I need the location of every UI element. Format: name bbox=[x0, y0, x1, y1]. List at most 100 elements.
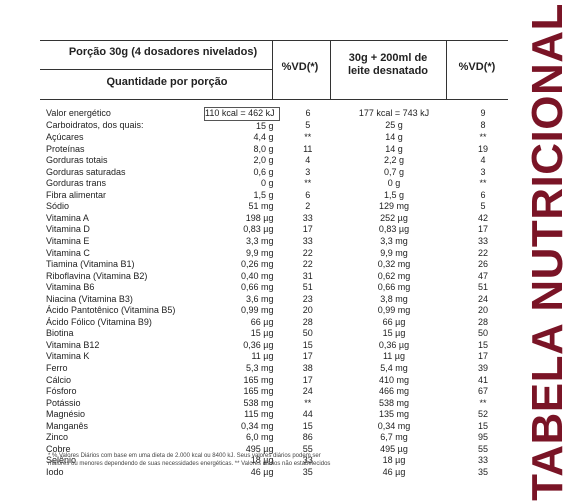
vertical-title: TABELA NUTRICIONAL bbox=[508, 3, 588, 501]
portion-daily-value: 51 bbox=[302, 282, 313, 293]
portion-value: 5,3 mg bbox=[245, 363, 274, 374]
portion-value: 0,36 µg bbox=[243, 339, 274, 350]
milk-daily-value: 24 bbox=[477, 293, 488, 304]
portion-value: 0 g bbox=[260, 178, 274, 189]
nutrient-name: Gorduras saturadas bbox=[46, 166, 126, 177]
portion-value: 3,6 mg bbox=[245, 293, 274, 304]
nutrient-row: Vitamina K 11 µg 17 11 µg 17 bbox=[40, 351, 514, 363]
milk-daily-value: 20 bbox=[477, 305, 488, 316]
milk-daily-value: 55 bbox=[477, 443, 488, 454]
nutrient-name: Fibra alimentar bbox=[46, 189, 107, 200]
portion-daily-value: 28 bbox=[302, 316, 313, 327]
portion-daily-value: 35 bbox=[302, 466, 313, 477]
milk-daily-value: 19 bbox=[477, 143, 488, 154]
portion-daily-value: 11 bbox=[303, 143, 313, 154]
portion-value: 2,0 g bbox=[253, 155, 274, 166]
milk-value: 14 g bbox=[385, 143, 403, 154]
portion-value: 15 g bbox=[255, 120, 274, 131]
portion-value: 115 mg bbox=[244, 409, 274, 420]
milk-daily-value: 41 bbox=[477, 374, 488, 385]
milk-value: 495 µg bbox=[380, 443, 408, 454]
nutrient-row: Niacina (Vitamina B3) 3,6 mg 23 3,8 mg 24 bbox=[40, 294, 514, 306]
milk-value: 0,99 mg bbox=[377, 305, 411, 316]
portion-daily-value: 31 bbox=[302, 270, 313, 281]
nutrient-name: Vitamina B12 bbox=[46, 339, 100, 350]
milk-daily-value: 15 bbox=[477, 420, 488, 431]
column-divider bbox=[446, 41, 447, 99]
nutrient-row: Proteínas 8,0 g 11 14 g 19 bbox=[40, 144, 514, 156]
nutrient-name: Vitamina K bbox=[46, 351, 90, 362]
nutrient-name: Manganês bbox=[46, 420, 89, 431]
portion-daily-value: ** bbox=[304, 178, 312, 189]
milk-daily-value: ** bbox=[479, 178, 487, 189]
portion-daily-value: 38 bbox=[302, 363, 313, 374]
portion-value: 0,26 mg bbox=[240, 259, 274, 270]
portion-heading: Porção 30g (4 dosadores nivelados) bbox=[68, 46, 258, 58]
portion-daily-value: 33 bbox=[302, 455, 313, 466]
milk-value: 3,3 mg bbox=[380, 236, 408, 247]
nutrient-name: Riboflavina (Vitamina B2) bbox=[46, 270, 148, 281]
portion-daily-value: 86 bbox=[302, 432, 313, 443]
portion-value: 3,3 mg bbox=[245, 236, 274, 247]
column-divider bbox=[272, 41, 273, 99]
milk-value: 3,8 mg bbox=[380, 293, 408, 304]
portion-daily-value: 5 bbox=[305, 120, 311, 131]
portion-daily-value: 2 bbox=[305, 201, 311, 212]
portion-value: 495 µg bbox=[245, 443, 274, 454]
milk-value: 129 mg bbox=[378, 201, 410, 212]
portion-value: 165 mg bbox=[243, 386, 274, 397]
nutrient-row: Vitamina A 198 µg 33 252 µg 42 bbox=[40, 213, 514, 225]
milk-daily-value: 67 bbox=[477, 386, 488, 397]
footnote-line: * % Valores Diários com base em uma diet… bbox=[48, 453, 321, 459]
portion-daily-value: 22 bbox=[302, 247, 313, 258]
milk-value: 46 µg bbox=[382, 466, 406, 477]
nutrient-name: Valor energético bbox=[46, 108, 111, 118]
portion-daily-value: 55 bbox=[302, 443, 313, 454]
milk-daily-value: 50 bbox=[477, 328, 488, 339]
nutrient-row: Potássio 538 mg ** 538 mg ** bbox=[40, 398, 514, 410]
milk-daily-value: 39 bbox=[477, 363, 488, 374]
milk-value: 135 mg bbox=[378, 409, 410, 420]
portion-value: 4,4 g bbox=[253, 132, 274, 143]
nutrient-row: Carboidratos, dos quais: 15 g 5 25 g 8 bbox=[40, 120, 514, 132]
portion-value: 538 mg bbox=[243, 397, 274, 408]
nutrient-row: Zinco 6,0 mg 86 6,7 mg 95 bbox=[40, 432, 514, 444]
nutrient-name: Vitamina C bbox=[46, 247, 90, 258]
milk-value: 11 µg bbox=[382, 351, 406, 362]
milk-daily-value: 26 bbox=[477, 259, 488, 270]
milk-value: 25 g bbox=[385, 120, 403, 131]
portion-daily-value: 50 bbox=[302, 328, 313, 339]
header-bottom-rule bbox=[40, 99, 508, 100]
nutrient-name: Potássio bbox=[46, 397, 81, 408]
nutrient-name: Ácido Pantotênico (Vitamina B5) bbox=[46, 305, 176, 316]
portion-daily-value: 4 bbox=[305, 155, 311, 166]
portion-daily-value: 33 bbox=[302, 212, 313, 223]
portion-value: 0,83 µg bbox=[243, 224, 274, 235]
portion-daily-value: 6 bbox=[305, 108, 311, 118]
milk-value: 1,5 g bbox=[383, 189, 405, 200]
nutrient-row: Ácido Fólico (Vitamina B9) 66 µg 28 66 µg 28 bbox=[40, 317, 514, 329]
milk-daily-value: 4 bbox=[480, 155, 486, 166]
daily-value-heading: %VD(*) bbox=[281, 61, 319, 73]
quantity-heading: Quantidade por porção bbox=[106, 76, 228, 88]
milk-value: 0,34 mg bbox=[377, 420, 411, 431]
milk-daily-value: 17 bbox=[477, 351, 488, 362]
nutrient-row: Gorduras trans 0 g ** 0 g ** bbox=[40, 178, 514, 190]
portion-value: 11 µg bbox=[251, 351, 274, 362]
milk-daily-value: 95 bbox=[477, 432, 488, 443]
milk-value: 252 µg bbox=[380, 212, 408, 223]
nutrient-row: Biotina 15 µg 50 15 µg 50 bbox=[40, 328, 514, 340]
milk-daily-value: ** bbox=[479, 132, 487, 143]
nutrient-row: Riboflavina (Vitamina B2) 0,40 mg 31 0,62 m… bbox=[40, 271, 514, 283]
portion-value: 165 mg bbox=[243, 374, 274, 385]
milk-daily-value: 42 bbox=[477, 212, 488, 223]
nutrient-name: Vitamina D bbox=[46, 224, 90, 235]
milk-value: 6,7 mg bbox=[380, 432, 408, 443]
milk-value: 0 g bbox=[387, 178, 401, 189]
portion-value: 9,9 mg bbox=[245, 247, 274, 258]
nutrient-row: Valor energético 110 kcal = 462 kJ 6 177 kc… bbox=[40, 107, 514, 121]
portion-value: 110 kcal = 462 kJ bbox=[204, 107, 280, 121]
milk-daily-value: 28 bbox=[477, 316, 488, 327]
portion-daily-value: 20 bbox=[302, 305, 313, 316]
nutrient-name: Cobre bbox=[46, 443, 71, 454]
